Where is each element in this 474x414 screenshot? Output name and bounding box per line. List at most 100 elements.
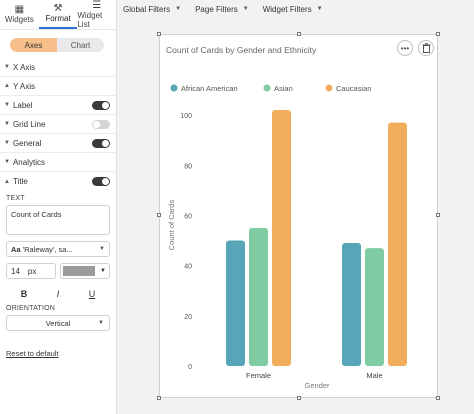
bar-male <box>342 243 361 366</box>
section-title-label: Title <box>12 177 28 186</box>
format-panel: ▦ Widgets ⚒ Format ☰ Widget List Axes Ch… <box>0 0 117 414</box>
caret-down-icon: ▼ <box>175 6 182 12</box>
section-label-label: Label <box>12 100 33 110</box>
tab-widgets[interactable]: ▦ Widgets <box>0 0 39 29</box>
font-family-value: 'Raleway', sa... <box>22 244 73 254</box>
legend-marker <box>325 84 333 92</box>
expand-triangle-icon: ▲ <box>4 83 10 89</box>
section-x-axis-label: X Axis <box>12 62 36 72</box>
global-filters-label: Global Filters <box>123 4 171 14</box>
font-size-unit: px <box>27 266 37 276</box>
filter-bar: Global Filters ▼ Page Filters ▼ Widget Fil… <box>117 0 474 18</box>
font-size-input[interactable]: 14 px <box>6 263 56 279</box>
bar-male <box>365 248 384 366</box>
widget-filters-label: Widget Filters <box>262 4 312 14</box>
resize-handle-top[interactable] <box>297 32 301 36</box>
bar-female <box>249 227 268 366</box>
chart-title: Count of Cards by Gender and Ethnicity <box>166 45 317 55</box>
section-y-axis[interactable]: ▲ Y Axis <box>0 77 116 96</box>
bold-button[interactable]: B <box>20 289 28 299</box>
section-title[interactable]: ▲ Title <box>0 172 116 191</box>
orientation-select[interactable]: Vertical ▼ <box>6 315 110 331</box>
resize-handle-bottom-left[interactable] <box>157 396 161 400</box>
tab-widgets-label: Widgets <box>4 15 34 24</box>
page-filters-dropdown[interactable]: Page Filters ▼ <box>195 5 249 14</box>
segment-axes[interactable]: Axes <box>10 38 57 52</box>
collapse-triangle-icon: ▼ <box>4 102 10 108</box>
font-icon: Aa <box>11 244 21 254</box>
trash-icon <box>422 43 430 53</box>
resize-handle-bottom[interactable] <box>297 396 301 400</box>
tab-format-label: Format <box>45 14 71 23</box>
reset-to-default-link[interactable]: Reset to default <box>6 349 59 358</box>
y-axis-title: Count of Cards <box>167 200 176 251</box>
resize-handle-right[interactable] <box>436 213 440 217</box>
collapse-triangle-icon: ▼ <box>4 64 10 70</box>
panel-tabs: ▦ Widgets ⚒ Format ☰ Widget List <box>0 0 116 30</box>
text-label: TEXT <box>6 195 25 202</box>
section-x-axis[interactable]: ▼ X Axis <box>0 58 116 77</box>
resize-handle-top-left[interactable] <box>157 32 161 36</box>
y-tick-label: 40 <box>184 264 192 271</box>
tab-widget-list[interactable]: ☰ Widget List <box>77 0 116 29</box>
orientation-value: Vertical <box>45 318 71 328</box>
more-icon: ••• <box>400 43 410 53</box>
axes-chart-toggle: Axes Chart <box>10 38 104 52</box>
x-tick-label: Male <box>366 371 382 380</box>
section-label[interactable]: ▼ Label <box>0 96 116 115</box>
bar-female <box>226 240 245 366</box>
italic-button[interactable]: I <box>56 289 60 299</box>
orientation-label: ORIENTATION <box>6 305 55 312</box>
tab-widget-list-label: Widget List <box>77 10 103 29</box>
chevron-down-icon: ▼ <box>99 246 105 252</box>
section-analytics[interactable]: ▼ Analytics <box>0 153 116 172</box>
caret-down-icon: ▼ <box>242 6 249 12</box>
chart-widget[interactable]: Count of Cards by Gender and Ethnicity •… <box>157 32 440 400</box>
section-y-axis-label: Y Axis <box>12 81 36 91</box>
text-style-buttons: B I U <box>0 279 116 301</box>
expand-triangle-icon: ▲ <box>4 178 10 185</box>
underline-button[interactable]: U <box>88 289 96 299</box>
collapse-triangle-icon: ▼ <box>4 159 10 165</box>
caret-down-icon: ▼ <box>316 6 323 12</box>
grid-line-toggle[interactable] <box>92 119 110 129</box>
y-tick-label: 20 <box>184 314 192 321</box>
global-filters-dropdown[interactable]: Global Filters ▼ <box>123 5 181 14</box>
widgets-icon: ▦ <box>14 4 25 15</box>
chevron-down-icon: ▼ <box>98 320 104 326</box>
font-color-swatch <box>63 266 95 276</box>
section-grid-line[interactable]: ▼ Grid Line <box>0 115 116 134</box>
section-general-label: General <box>12 138 42 148</box>
bar-female <box>272 110 291 366</box>
y-tick-label: 60 <box>184 213 192 220</box>
y-tick-label: 100 <box>180 113 192 120</box>
legend-marker <box>263 84 271 92</box>
collapse-triangle-icon: ▼ <box>4 140 10 146</box>
font-family-select[interactable]: Aa 'Raleway', sa... ▼ <box>6 241 110 257</box>
tab-format[interactable]: ⚒ Format <box>38 0 78 29</box>
x-tick-label: Female <box>246 371 271 380</box>
widget-list-icon: ☰ <box>92 0 102 11</box>
title-toggle[interactable] <box>92 177 110 186</box>
section-general[interactable]: ▼ General <box>0 134 116 153</box>
title-text-input[interactable]: Count of Cards <box>6 205 110 235</box>
resize-handle-bottom-right[interactable] <box>436 396 440 400</box>
page-filters-label: Page Filters <box>195 4 238 14</box>
segment-chart[interactable]: Chart <box>57 38 104 52</box>
legend-label: Caucasian <box>336 84 371 93</box>
widget-filters-dropdown[interactable]: Widget Filters ▼ <box>263 5 323 14</box>
bar-chart: African American Asian Caucasian 0 20 40 60 80 1… <box>167 84 407 390</box>
resize-handle-left[interactable] <box>157 213 161 217</box>
bar-male <box>388 122 407 366</box>
resize-handle-top-right[interactable] <box>436 32 440 36</box>
legend-marker <box>170 84 178 92</box>
label-toggle[interactable] <box>92 100 110 110</box>
y-tick-label: 0 <box>188 364 192 371</box>
legend-label: African American <box>181 84 238 93</box>
collapse-triangle-icon: ▼ <box>4 121 10 127</box>
font-color-picker[interactable]: ▼ <box>60 263 110 279</box>
more-options-button[interactable]: ••• <box>397 40 413 56</box>
general-toggle[interactable] <box>92 138 110 148</box>
legend-label: Asian <box>274 84 293 93</box>
delete-button[interactable] <box>418 40 434 56</box>
